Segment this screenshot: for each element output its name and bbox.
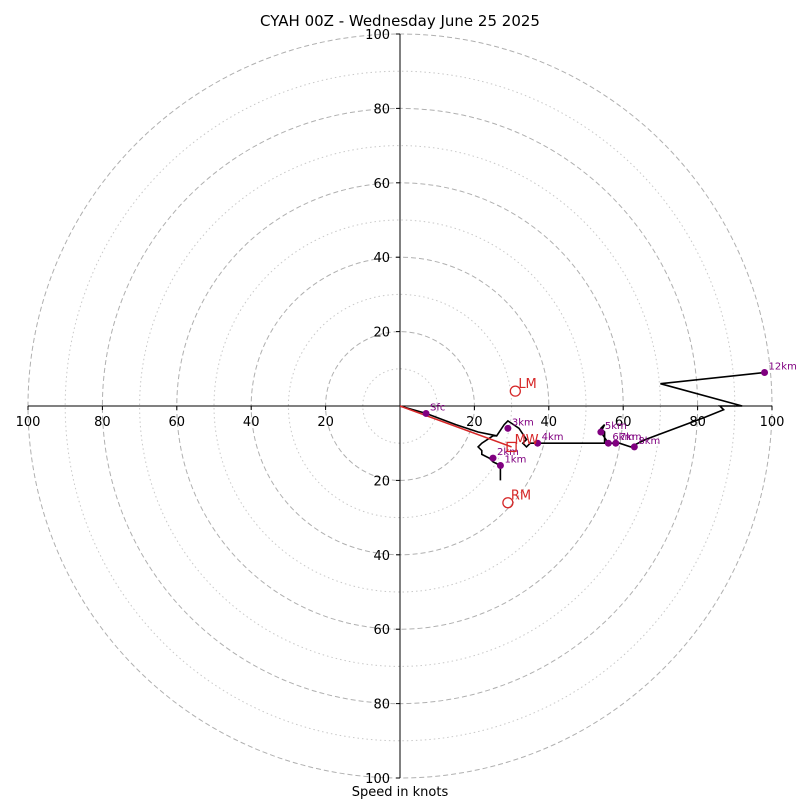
height-marker-dot [496, 462, 504, 470]
height-marker-label: 4km [542, 432, 564, 443]
y-tick-label: 80 [373, 698, 390, 713]
height-marker-label: 7km [620, 432, 642, 443]
x-tick-label: 60 [615, 415, 632, 430]
x-tick-label: 80 [94, 415, 111, 430]
shear-vector [399, 405, 512, 448]
storm-motion-marker [502, 497, 514, 509]
y-tick-label: 80 [373, 102, 390, 117]
x-tick-label: 100 [16, 415, 41, 430]
y-tick-label: 60 [373, 177, 390, 192]
x-tick-label: 20 [317, 415, 334, 430]
hodograph-trace-line [399, 371, 765, 449]
y-tick-label: 20 [373, 326, 390, 341]
chart-title: CYAH 00Z - Wednesday June 25 2025 [260, 12, 540, 30]
height-marker-dot [604, 439, 612, 447]
height-marker-label: 12km [769, 362, 797, 373]
height-marker-label: 3km [512, 417, 534, 428]
height-marker-dot [630, 443, 638, 451]
height-marker-label: 2km [497, 447, 519, 458]
mean-wind-marker [506, 441, 517, 453]
x-tick-label: 40 [541, 415, 558, 430]
x-tick-label: 60 [169, 415, 186, 430]
storm-motion-markers: LM RM MW [502, 377, 539, 509]
storm-motion-label: LM [518, 377, 536, 392]
storm-motion-label: RM [511, 489, 531, 504]
y-tick-label: 100 [365, 28, 390, 43]
y-tick-labels: 100 80 60 40 20 20 40 60 80 100 [365, 28, 390, 787]
height-marker-label: Sfc [430, 402, 445, 413]
height-marker-label: 8km [638, 436, 660, 447]
x-axis-label: Speed in knots [352, 785, 449, 800]
hodograph-traces [399, 371, 765, 481]
height-marker-dot [534, 439, 542, 447]
storm-motion-label: MW [515, 433, 539, 448]
y-tick-label: 100 [365, 772, 390, 787]
x-tick-label: 20 [466, 415, 483, 430]
x-tick-label: 100 [760, 415, 785, 430]
y-tick-label: 20 [373, 474, 390, 489]
height-marker-label: 6km [612, 432, 634, 443]
y-tick-label: 40 [373, 549, 390, 564]
height-marker-dot [597, 428, 605, 436]
height-marker-dot [761, 369, 769, 377]
x-tick-label: 40 [243, 415, 260, 430]
y-tick-label: 60 [373, 623, 390, 638]
height-marker-dot [504, 424, 512, 432]
height-marker-label: 1km [504, 455, 526, 466]
height-marker-dot [489, 454, 497, 462]
height-marker-dot [422, 409, 430, 417]
height-marker-label: 5km [605, 421, 627, 432]
y-tick-label: 40 [373, 251, 390, 266]
x-tick-labels: 100 80 60 40 20 20 40 60 80 100 [16, 415, 785, 430]
storm-motion-marker [509, 385, 521, 397]
height-marker-dot [612, 439, 620, 447]
